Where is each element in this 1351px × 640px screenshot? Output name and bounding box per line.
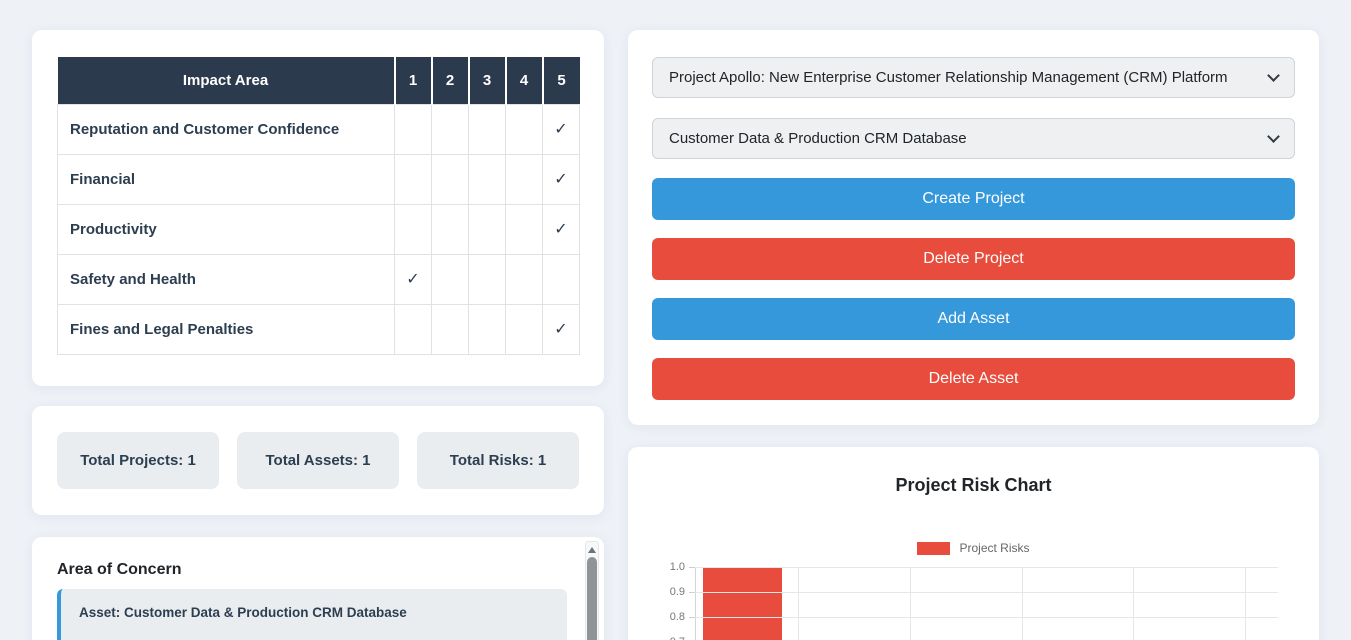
y-axis-label-0.7: 0.7 <box>649 636 685 640</box>
legend-swatch-project-risks <box>917 541 951 555</box>
totals-card: Total Projects: 1 Total Assets: 1 Total Ri… <box>32 406 604 515</box>
impact-check-cell-2 <box>431 153 469 205</box>
impact-area-cell: Reputation and Customer Confidence <box>57 103 395 155</box>
y-axis-label-0.8: 0.8 <box>669 611 685 623</box>
chevron-down-icon <box>1267 69 1280 82</box>
chevron-down-icon <box>1267 130 1280 143</box>
add-asset-button[interactable]: Add Asset <box>652 298 1295 340</box>
impact-check-cell-3 <box>468 303 506 355</box>
impact-level-header-5: 5 <box>542 57 580 104</box>
scrollbar-thumb[interactable] <box>587 557 597 640</box>
area-of-concern-card: Area of Concern Asset: Customer Data & P… <box>32 537 604 640</box>
impact-check-cell-1 <box>394 103 432 155</box>
y-axis-line <box>695 567 696 640</box>
h-gridline-0.8 <box>695 617 1278 618</box>
asset-select[interactable]: Customer Data & Production CRM Database <box>652 118 1295 159</box>
chart-legend: Project Risks <box>628 541 1319 555</box>
impact-check-cell-4 <box>505 153 543 205</box>
v-gridline-2 <box>1022 567 1023 640</box>
impact-check-cell-3 <box>468 153 506 205</box>
impact-check-cell-1 <box>394 203 432 255</box>
scroll-up-button[interactable] <box>586 543 598 556</box>
impact-check-cell-5: ✓ <box>542 153 580 205</box>
y-tick-1.0 <box>689 567 695 568</box>
impact-check-cell-2 <box>431 203 469 255</box>
area-of-concern-title: Area of Concern <box>57 561 182 578</box>
impact-area-cell: Financial <box>57 153 395 205</box>
y-tick-0.9 <box>689 592 695 593</box>
impact-check-cell-1: ✓ <box>394 253 432 305</box>
totals-row: Total Projects: 1 Total Assets: 1 Total Ri… <box>57 432 579 489</box>
impact-check-cell-4 <box>505 253 543 305</box>
h-gridline-1.0 <box>695 567 1278 568</box>
impact-level-header-4: 4 <box>505 57 544 104</box>
concern-item: Asset: Customer Data & Production CRM Da… <box>57 589 567 640</box>
concern-asset-line: Asset: Customer Data & Production CRM Da… <box>79 605 407 620</box>
impact-check-cell-1 <box>394 153 432 205</box>
y-tick-0.8 <box>689 617 695 618</box>
impact-check-cell-5: ✓ <box>542 203 580 255</box>
impact-area-header: Impact Area <box>57 57 396 104</box>
impact-check-cell-2 <box>431 253 469 305</box>
impact-check-cell-5: ✓ <box>542 103 580 155</box>
table-row: Financial ✓ <box>57 153 580 205</box>
impact-area-cell: Fines and Legal Penalties <box>57 303 395 355</box>
impact-check-cell-4 <box>505 103 543 155</box>
risk-bar <box>703 567 782 640</box>
impact-check-cell-4 <box>505 303 543 355</box>
impact-check-cell-5 <box>542 253 580 305</box>
impact-check-cell-4 <box>505 203 543 255</box>
impact-check-cell-2 <box>431 103 469 155</box>
controls-card: Project Apollo: New Enterprise Customer … <box>628 30 1319 425</box>
impact-area-cell: Safety and Health <box>57 253 395 305</box>
stat-box-1: Total Assets: 1 <box>237 432 399 489</box>
project-select-value: Project Apollo: New Enterprise Customer … <box>669 69 1228 86</box>
y-axis-label-1.0: 1.0 <box>669 561 685 573</box>
v-gridline-0 <box>798 567 799 640</box>
risk-chart-card: Project Risk Chart Project Risks 1.0 0.9 0… <box>628 447 1319 640</box>
delete-project-button[interactable]: Delete Project <box>652 238 1295 280</box>
impact-check-cell-5: ✓ <box>542 303 580 355</box>
stat-box-0: Total Projects: 1 <box>57 432 219 489</box>
impact-area-cell: Productivity <box>57 203 395 255</box>
y-axis-label-0.9: 0.9 <box>669 586 685 598</box>
scroll-up-arrow-icon <box>588 546 596 553</box>
table-row: Fines and Legal Penalties ✓ <box>57 303 580 355</box>
v-gridline-4 <box>1245 567 1246 640</box>
delete-asset-button[interactable]: Delete Asset <box>652 358 1295 400</box>
legend-label: Project Risks <box>959 541 1030 555</box>
asset-select-value: Customer Data & Production CRM Database <box>669 130 967 147</box>
concern-scrollbar[interactable] <box>585 541 599 640</box>
h-gridline-0.9 <box>695 592 1278 593</box>
v-gridline-1 <box>910 567 911 640</box>
project-select[interactable]: Project Apollo: New Enterprise Customer … <box>652 57 1295 98</box>
chart-plot-area: 1.00.90.80.7 <box>670 561 1278 640</box>
table-row: Productivity ✓ <box>57 203 580 255</box>
impact-check-cell-3 <box>468 103 506 155</box>
concern-actor-line: Actor: An advanced, financially motivate… <box>79 638 553 640</box>
table-row: Safety and Health ✓ <box>57 253 580 305</box>
impact-check-cell-1 <box>394 303 432 355</box>
impact-check-cell-3 <box>468 253 506 305</box>
create-project-button[interactable]: Create Project <box>652 178 1295 220</box>
stat-box-2: Total Risks: 1 <box>417 432 579 489</box>
impact-level-header-3: 3 <box>468 57 507 104</box>
impact-check-cell-2 <box>431 303 469 355</box>
impact-level-header-2: 2 <box>431 57 470 104</box>
chart-title: Project Risk Chart <box>895 475 1052 495</box>
v-gridline-3 <box>1133 567 1134 640</box>
impact-check-cell-3 <box>468 203 506 255</box>
table-row: Reputation and Customer Confidence ✓ <box>57 103 580 155</box>
impact-level-header-1: 1 <box>394 57 433 104</box>
